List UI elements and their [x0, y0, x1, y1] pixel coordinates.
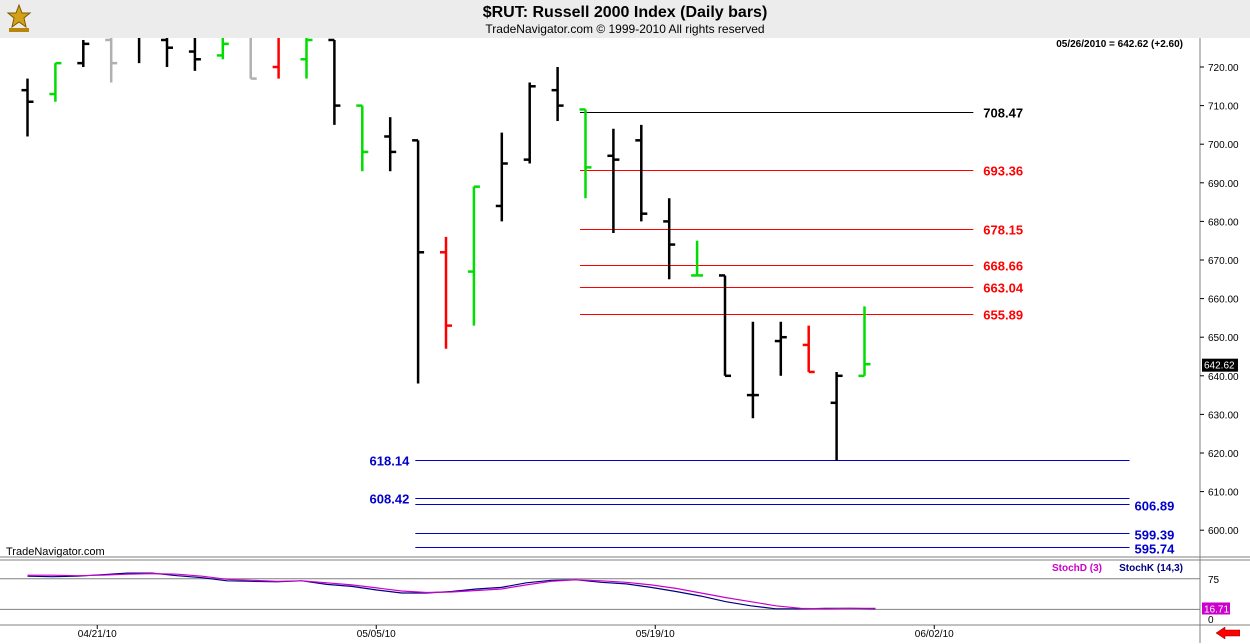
level-label: 663.04	[983, 281, 1024, 296]
ohlc-bar	[551, 67, 564, 122]
level-label: 606.89	[1135, 499, 1175, 514]
ohlc-bar	[328, 38, 341, 125]
last-price-box	[1202, 358, 1238, 372]
ohlc-bar	[49, 61, 62, 102]
y-tick-label: 660.00	[1208, 295, 1239, 306]
ohlc-bar	[746, 321, 759, 419]
ohlc-bar	[77, 39, 90, 67]
ohlc-bar	[774, 321, 787, 376]
y-tick-label: 720.00	[1208, 63, 1239, 74]
ohlc-bar	[495, 132, 508, 222]
chart-title: $RUT: Russell 2000 Index (Daily bars)	[482, 4, 768, 21]
level-label: 599.39	[1135, 528, 1175, 543]
ohlc-bar	[830, 371, 843, 461]
x-tick-label: 05/05/10	[357, 629, 396, 640]
ohlc-bar	[21, 78, 34, 137]
ohlc-bar	[188, 38, 201, 71]
ohlc-bar	[607, 128, 620, 233]
y-tick-label: 640.00	[1208, 372, 1239, 383]
ohlc-bar	[105, 38, 118, 83]
ohlc-bar	[272, 38, 280, 79]
stoch-zero-label: 0	[1208, 615, 1214, 626]
stoch-value-box	[1202, 602, 1230, 615]
level-label: 618.14	[370, 454, 411, 469]
ohlc-bar	[440, 236, 452, 349]
level-label: 693.36	[983, 164, 1023, 179]
ohlc-bar	[719, 274, 731, 378]
y-tick-label: 690.00	[1208, 179, 1239, 190]
ohlc-bar	[161, 38, 173, 67]
y-tick-label: 600.00	[1208, 526, 1239, 537]
ohlc-bars	[21, 38, 871, 461]
level-label: 655.89	[983, 308, 1023, 323]
ohlc-bar	[523, 82, 536, 164]
chart-header: $RUT: Russell 2000 Index (Daily bars) Tr…	[0, 0, 1250, 38]
y-tick-label: 670.00	[1208, 256, 1239, 267]
scroll-left-arrow-icon[interactable]	[1215, 626, 1241, 644]
ohlc-bar	[663, 198, 676, 280]
ohlc-bar	[356, 104, 369, 172]
y-tick-label: 710.00	[1208, 102, 1239, 113]
ohlc-bar	[300, 38, 313, 79]
level-label: 668.66	[983, 259, 1023, 274]
fib-levels: 708.47 693.36 678.15 668.66 663.04 655.89 618.…	[370, 106, 1176, 557]
stoch-level-label: 75	[1208, 575, 1220, 586]
y-tick-label: 620.00	[1208, 449, 1239, 460]
y-tick-label: 650.00	[1208, 333, 1239, 344]
level-label: 678.15	[983, 223, 1023, 238]
y-tick-label: 630.00	[1208, 410, 1239, 421]
trade-navigator-logo-icon	[4, 3, 34, 35]
ohlc-bar	[216, 38, 229, 60]
price-readout: 05/26/2010 = 642.62 (+2.60)	[1056, 39, 1183, 50]
ohlc-bar	[467, 185, 480, 326]
axes: 720.00 710.00 700.00 690.00 680.00 670.00 660.…	[0, 38, 1250, 643]
stoch-value-label: 16.71	[1204, 604, 1229, 615]
ohlc-bar	[635, 124, 648, 222]
ohlc-bar	[412, 139, 425, 384]
chart-area	[0, 38, 1250, 643]
y-tick-label: 680.00	[1208, 217, 1239, 228]
x-tick-label: 04/21/10	[78, 629, 117, 640]
ohlc-bar	[137, 38, 141, 64]
y-tick-label: 700.00	[1208, 140, 1239, 151]
last-price-label: 642.62	[1204, 361, 1235, 372]
stochD-line	[27, 572, 876, 610]
ohlc-bar	[384, 117, 397, 172]
ohlc-bar	[579, 108, 592, 199]
stochastic-panel: 75 StochD (3) StochK (14,3) 16.710	[0, 563, 1230, 626]
level-label: 608.42	[370, 492, 410, 507]
level-label: 708.47	[983, 106, 1023, 121]
stochD-legend: StochD (3)	[1052, 563, 1102, 574]
x-tick-label: 05/19/10	[636, 629, 675, 640]
y-tick-label: 610.00	[1208, 488, 1239, 499]
ohlc-bar	[802, 325, 815, 374]
x-tick-label: 06/02/10	[915, 629, 954, 640]
ohlc-bar	[691, 240, 704, 277]
ohlc-bar	[858, 306, 871, 378]
watermark: TradeNavigator.com	[6, 546, 105, 558]
stochK-legend: StochK (14,3)	[1119, 563, 1183, 574]
ohlc-bar	[249, 38, 257, 80]
chart-copyright: TradeNavigator.com © 1999-2010 All right…	[485, 22, 765, 36]
level-label: 595.74	[1135, 542, 1176, 557]
